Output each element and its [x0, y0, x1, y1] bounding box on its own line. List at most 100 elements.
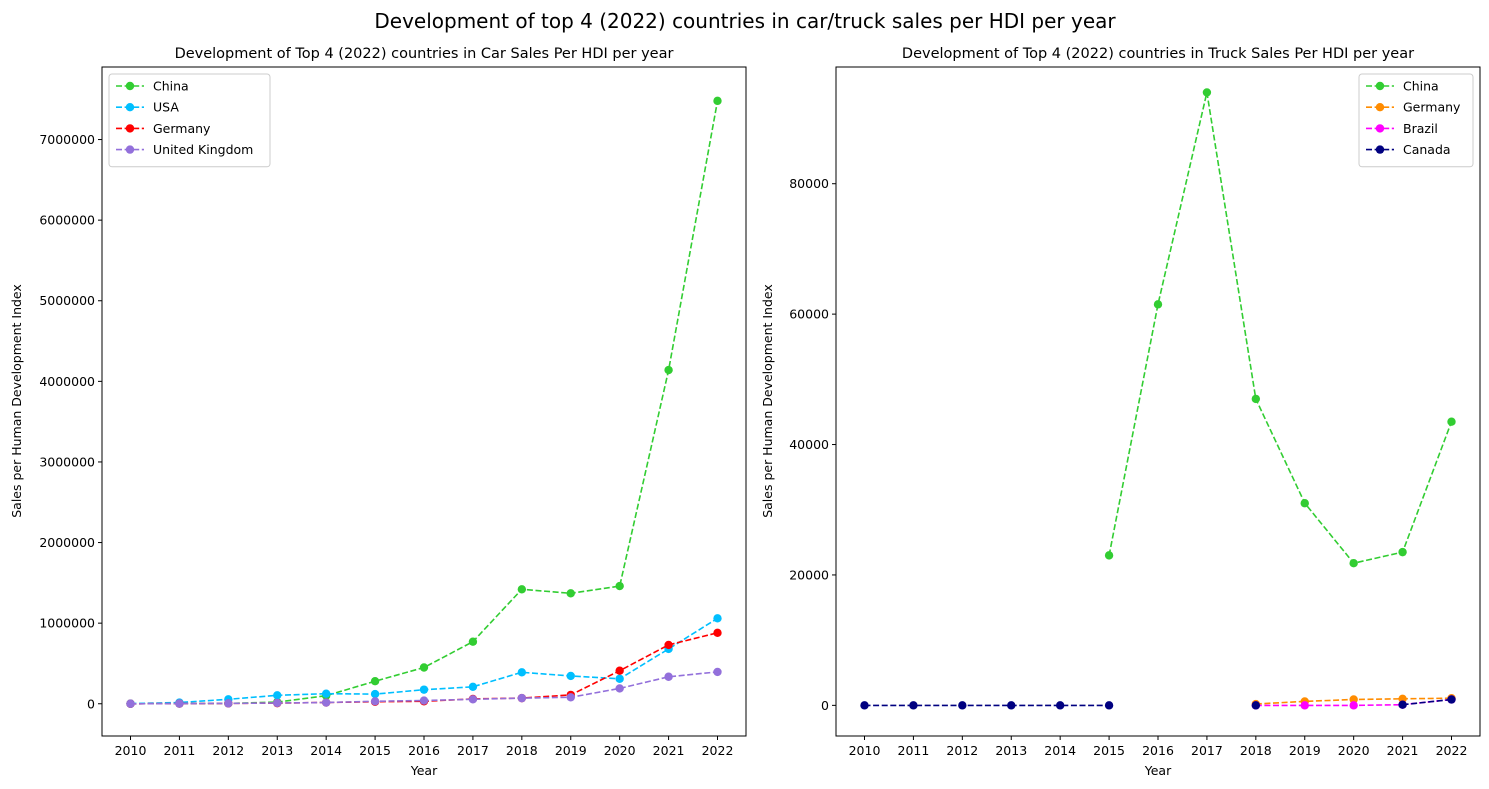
car-point-china [664, 365, 673, 375]
car-point-germany [664, 640, 673, 650]
truck-point-china [1398, 547, 1407, 557]
car-point-united-kingdom [468, 695, 478, 704]
car-x-tick-label: 2021 [653, 743, 685, 758]
truck-x-tick-label: 2011 [898, 743, 930, 758]
car-y-tick-label: 7000000 [39, 132, 95, 147]
truck-series-line-china [1108, 92, 1453, 565]
truck-point-china [1251, 394, 1261, 404]
car-y-tick-label: 2000000 [39, 535, 95, 550]
truck-x-tick-label: 2018 [1240, 743, 1272, 758]
car-y-tick-label: 1000000 [39, 616, 95, 631]
car-point-china [517, 585, 527, 594]
truck-legend-label-brazil: Brazil [1403, 121, 1438, 136]
car-y-tick-label: 5000000 [39, 293, 95, 308]
car-x-tick-label: 2018 [506, 743, 538, 758]
truck-point-brazil [1349, 701, 1358, 710]
truck-x-tick-label: 2012 [946, 743, 978, 758]
truck-point-canada [1055, 701, 1065, 710]
truck-x-tick-label: 2017 [1191, 743, 1223, 758]
truck-point-canada [1447, 695, 1456, 704]
car-chart-ylabel: Sales per Human Development Index [9, 284, 24, 518]
car-y-tick-label: 0 [87, 696, 95, 711]
truck-series-line-canada [1402, 698, 1452, 706]
truck-point-canada [1007, 701, 1016, 710]
truck-x-tick-label: 2013 [995, 743, 1027, 758]
car-chart-xlabel: Year [410, 763, 438, 778]
car-x-tick-label: 2020 [604, 743, 636, 758]
car-point-united-kingdom [517, 693, 527, 703]
truck-y-tick-label: 20000 [789, 567, 829, 582]
truck-sales-chart: Development of Top 4 (2022) countries in… [760, 46, 1481, 778]
truck-legend-marker-brazil [1375, 124, 1385, 133]
car-x-tick-label: 2019 [555, 743, 587, 758]
car-legend-label-usa: USA [153, 100, 179, 115]
car-point-united-kingdom [664, 672, 673, 681]
car-point-united-kingdom [370, 697, 380, 706]
truck-point-china [1202, 88, 1212, 97]
car-point-united-kingdom [566, 693, 575, 702]
car-point-united-kingdom [224, 699, 233, 708]
truck-chart-xlabel: Year [1144, 763, 1172, 778]
car-point-usa [273, 691, 282, 700]
car-point-usa [517, 668, 527, 677]
car-point-usa [566, 671, 575, 681]
truck-point-china [1104, 551, 1114, 560]
car-y-tick-label: 6000000 [39, 213, 95, 228]
truck-point-brazil [1300, 701, 1309, 710]
truck-point-china [1153, 300, 1163, 309]
car-legend-marker-united-kingdom [125, 145, 135, 154]
car-legend-marker-usa [125, 103, 135, 112]
car-point-china [615, 581, 624, 591]
car-point-usa [713, 614, 722, 623]
truck-x-tick-label: 2014 [1044, 743, 1076, 758]
car-y-tick-label: 3000000 [39, 454, 95, 469]
car-point-china [419, 663, 429, 672]
figure-suptitle: Development of top 4 (2022) countries in… [374, 9, 1116, 33]
car-point-germany [615, 666, 624, 675]
car-point-united-kingdom [615, 684, 624, 693]
car-point-united-kingdom [419, 696, 429, 705]
truck-legend-marker-canada [1375, 145, 1385, 154]
car-point-china [713, 96, 722, 106]
car-sales-chart: Development of Top 4 (2022) countries in… [9, 46, 747, 778]
truck-point-china [1349, 559, 1358, 568]
truck-y-tick-label: 40000 [789, 437, 829, 452]
truck-point-canada [1398, 700, 1407, 709]
truck-x-tick-label: 2019 [1289, 743, 1321, 758]
car-x-tick-label: 2017 [457, 743, 489, 758]
car-x-tick-label: 2016 [408, 743, 440, 758]
car-x-tick-label: 2010 [115, 743, 147, 758]
truck-legend-label-canada: Canada [1403, 142, 1451, 157]
truck-point-canada [860, 701, 869, 710]
car-point-united-kingdom [126, 699, 135, 708]
truck-y-tick-label: 80000 [789, 176, 829, 191]
car-point-usa [370, 689, 380, 699]
truck-y-tick-label: 60000 [789, 307, 829, 322]
car-x-tick-label: 2015 [359, 743, 391, 758]
truck-chart-frame [835, 66, 1481, 737]
car-x-tick-label: 2014 [310, 743, 342, 758]
truck-point-china [1447, 417, 1456, 426]
car-legend-label-united-kingdom: United Kingdom [153, 142, 253, 157]
truck-point-canada [958, 701, 967, 710]
car-series-line-china [130, 100, 719, 705]
car-point-germany [713, 628, 722, 638]
car-point-china [566, 589, 575, 598]
car-point-united-kingdom [713, 667, 722, 677]
car-chart-title: Development of Top 4 (2022) countries in… [175, 46, 674, 62]
car-point-china [370, 676, 380, 686]
truck-chart-title: Development of Top 4 (2022) countries in… [902, 46, 1414, 62]
truck-legend-marker-germany [1375, 103, 1385, 112]
truck-legend-marker-china [1375, 81, 1385, 91]
truck-x-tick-label: 2010 [849, 743, 881, 758]
truck-x-tick-label: 2021 [1387, 743, 1419, 758]
truck-point-canada [1104, 701, 1114, 710]
truck-chart-ylabel: Sales per Human Development Index [760, 284, 775, 518]
truck-point-china [1300, 499, 1309, 508]
car-point-united-kingdom [321, 698, 331, 707]
car-x-tick-label: 2022 [702, 743, 734, 758]
truck-point-germany [1398, 694, 1407, 704]
car-x-tick-label: 2013 [261, 743, 293, 758]
car-legend-label-germany: Germany [153, 121, 211, 136]
